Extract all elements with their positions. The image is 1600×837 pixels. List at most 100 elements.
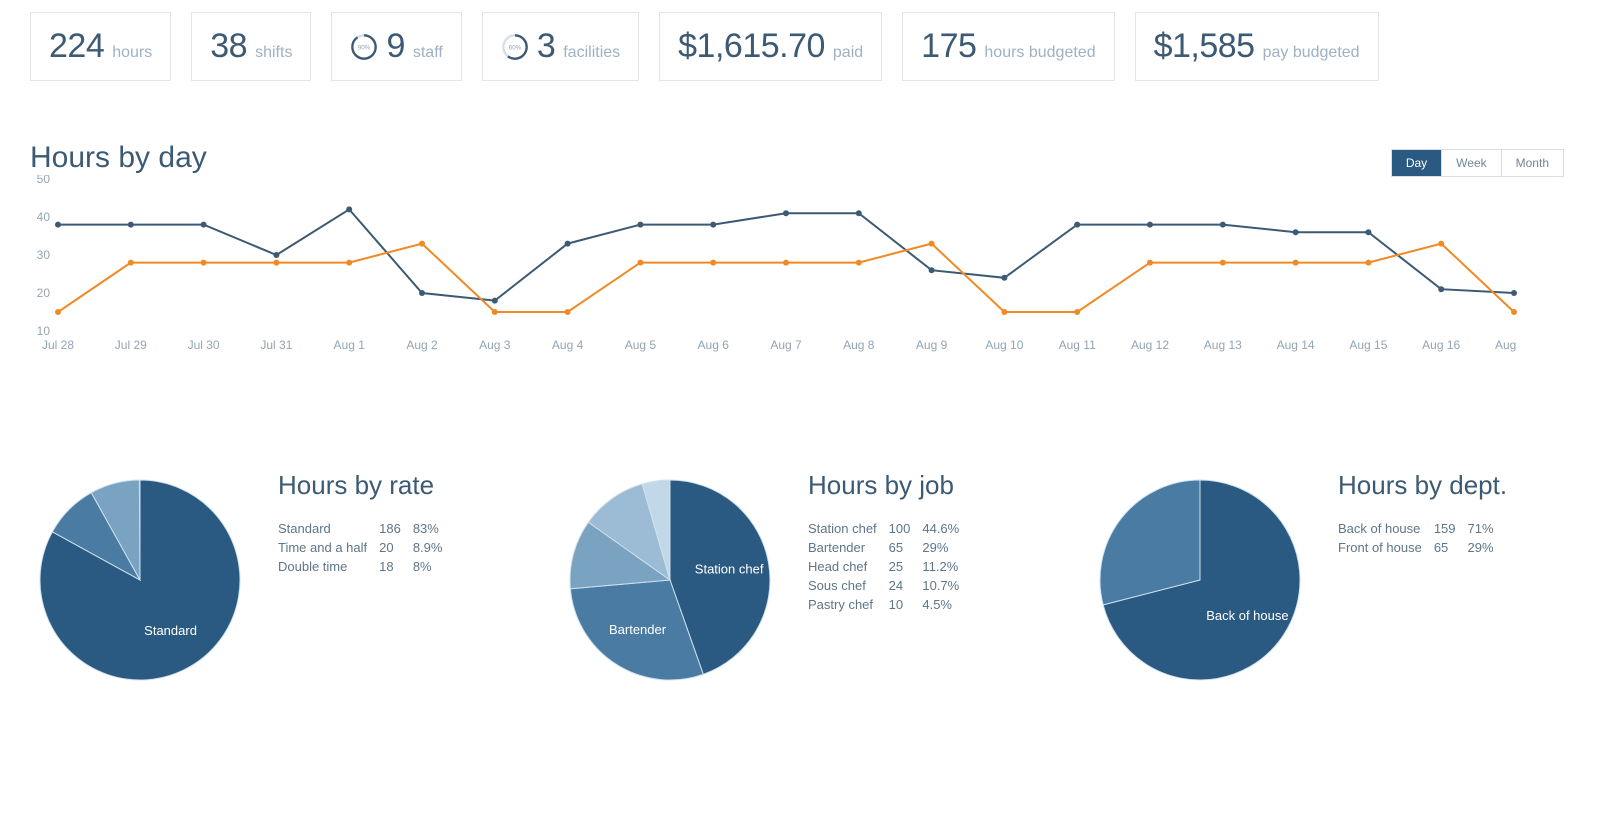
kpi-card: $1,585 pay budgeted [1135, 12, 1379, 81]
line-marker [128, 222, 134, 228]
range-button-day[interactable]: Day [1392, 150, 1441, 176]
line-marker [1365, 229, 1371, 235]
pie-slice-label: Standard [144, 623, 197, 638]
kpi-label: hours [112, 44, 152, 62]
x-tick-label: Aug 6 [698, 338, 730, 352]
pie-legend-label: Standard [278, 519, 379, 538]
pie-legend-row: Standard18683% [278, 519, 454, 538]
line-marker [710, 260, 716, 266]
line-marker [856, 210, 862, 216]
line-marker [1365, 260, 1371, 266]
line-marker [55, 309, 61, 315]
pie-legend-row: Bartender6529% [808, 538, 971, 557]
y-tick-label: 30 [37, 248, 51, 262]
x-tick-label: Aug 15 [1349, 338, 1387, 352]
line-marker [1001, 275, 1007, 281]
pie-legend-pct: 29% [922, 538, 971, 557]
pie-legend-value: 65 [1434, 538, 1468, 557]
pie-legend-row: Back of house15971% [1338, 519, 1506, 538]
pie-legend: Hours by dept.Back of house15971%Front o… [1338, 470, 1570, 690]
pie-legend-value: 159 [1434, 519, 1468, 538]
pie-legend-row: Station chef10044.6% [808, 519, 971, 538]
x-tick-label: Jul 28 [42, 338, 74, 352]
pie-legend-row: Time and a half208.9% [278, 538, 454, 557]
pie-legend-pct: 8.9% [413, 538, 455, 557]
line-marker [1293, 229, 1299, 235]
x-tick-label: Aug 2 [406, 338, 438, 352]
kpi-label: pay budgeted [1263, 44, 1360, 62]
pie-legend-value: 18 [379, 557, 413, 576]
kpi-value: $1,615.70 [678, 27, 825, 66]
line-marker [1438, 286, 1444, 292]
line-marker [1220, 222, 1226, 228]
kpi-row: 224hours38shifts90%9staff60%3facilities$… [0, 0, 1600, 81]
pie-legend: Hours by rate Standard18683%Time and a ha… [278, 470, 510, 690]
pie-title: Hours by rate [278, 470, 510, 501]
pie-legend-value: 10 [889, 595, 923, 614]
pie-row: Standard Hours by rate Standard18683%Time … [0, 380, 1600, 690]
pie-legend: Hours by job Station chef10044.6%Bartende… [808, 470, 1040, 690]
line-marker [1147, 260, 1153, 266]
line-marker [273, 252, 279, 258]
ring-icon: 60% [501, 33, 529, 61]
kpi-card: 224 hours [30, 12, 171, 81]
pie-legend-pct: 4.5% [922, 595, 971, 614]
pie-legend-table: Back of house15971%Front of house6529% [1338, 519, 1506, 557]
pie-slice-label: Bartender [609, 622, 667, 637]
kpi-value: 3 [537, 27, 555, 66]
line-marker [1293, 260, 1299, 266]
svg-text:90%: 90% [358, 44, 371, 51]
line-marker [55, 222, 61, 228]
pie-legend-pct: 83% [413, 519, 455, 538]
kpi-value: $1,585 [1154, 27, 1255, 66]
hours-by-day-section: Hours by day DayWeekMonth 1020304050Jul … [0, 81, 1600, 380]
line-marker [565, 241, 571, 247]
line-marker [492, 309, 498, 315]
kpi-card: $1,615.70 paid [659, 12, 882, 81]
kpi-card: 90%9staff [331, 12, 461, 81]
line-marker [1074, 222, 1080, 228]
x-tick-label: Aug 8 [843, 338, 875, 352]
line-marker [1074, 309, 1080, 315]
x-tick-label: Aug 4 [552, 338, 584, 352]
x-tick-label: Jul 30 [188, 338, 220, 352]
hours-by-day-title: Hours by day [30, 141, 1570, 175]
pie-legend-label: Station chef [808, 519, 889, 538]
x-tick-label: Aug 17 [1495, 338, 1518, 352]
range-button-month[interactable]: Month [1501, 150, 1563, 176]
pie-legend-row: Front of house6529% [1338, 538, 1506, 557]
line-marker [783, 260, 789, 266]
x-tick-label: Aug 10 [985, 338, 1023, 352]
pie-legend-label: Time and a half [278, 538, 379, 557]
pie-legend-pct: 29% [1468, 538, 1506, 557]
pie-legend-row: Pastry chef104.5% [808, 595, 971, 614]
line-marker [856, 260, 862, 266]
pie-legend-value: 25 [889, 557, 923, 576]
kpi-value: 224 [49, 27, 104, 66]
pie-legend-pct: 11.2% [922, 557, 971, 576]
kpi-card: 175hours budgeted [902, 12, 1114, 81]
pie-legend-row: Sous chef2410.7% [808, 576, 971, 595]
x-tick-label: Aug 5 [625, 338, 657, 352]
line-marker [637, 222, 643, 228]
y-tick-label: 40 [37, 210, 51, 224]
pie-legend-pct: 44.6% [922, 519, 971, 538]
kpi-card: 60% 3 facilities [482, 12, 639, 81]
range-button-week[interactable]: Week [1441, 150, 1500, 176]
line-marker [492, 298, 498, 304]
pie-legend-label: Front of house [1338, 538, 1434, 557]
pie-legend-row: Double time188% [278, 557, 454, 576]
line-marker [1438, 241, 1444, 247]
pie-legend-value: 20 [379, 538, 413, 557]
kpi-label: facilities [563, 44, 620, 62]
x-tick-label: Aug 11 [1059, 338, 1096, 352]
kpi-label: shifts [255, 44, 292, 62]
kpi-label: paid [833, 44, 863, 62]
pie-legend-label: Double time [278, 557, 379, 576]
line-marker [273, 260, 279, 266]
kpi-label: hours budgeted [984, 44, 1095, 62]
line-marker [128, 260, 134, 266]
line-marker [1511, 309, 1517, 315]
pie-title: Hours by job [808, 470, 1040, 501]
pie-legend-pct: 71% [1468, 519, 1506, 538]
